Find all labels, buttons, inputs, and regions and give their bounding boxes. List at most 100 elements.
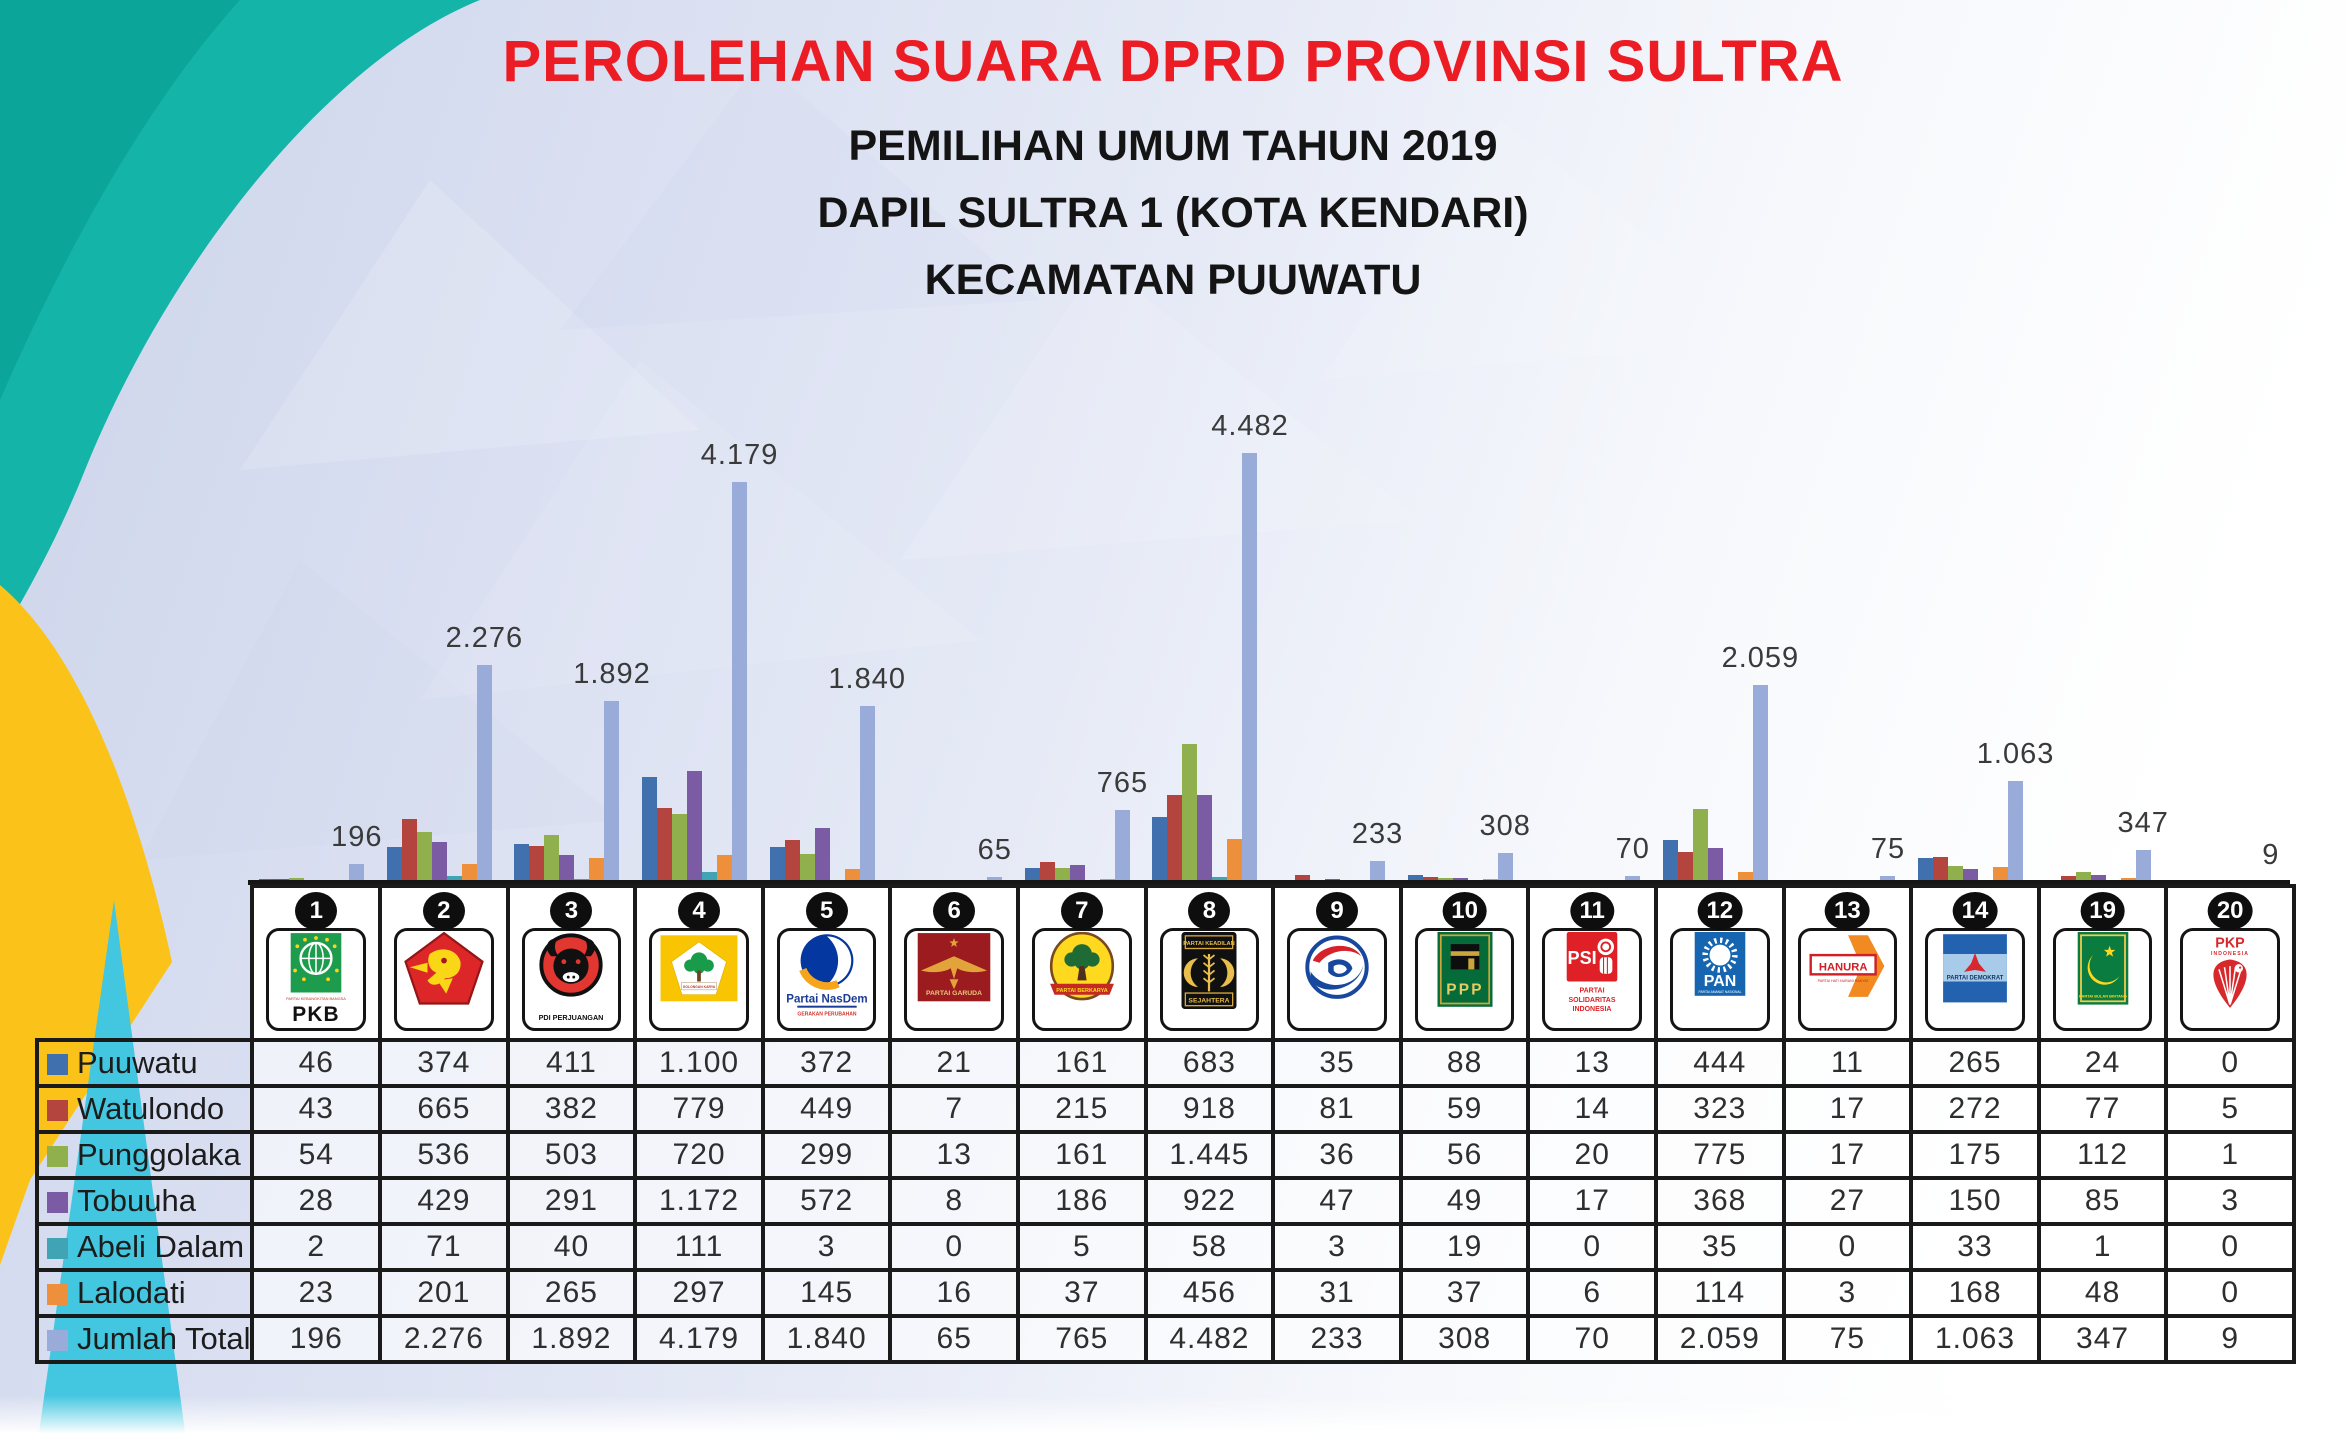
bar-jumlah-total-p11: [1625, 876, 1641, 883]
party-logo-hanura: HANURA PARTAI HATI NURANI RAKYAT: [1797, 928, 1898, 1031]
value-cell: 161: [1016, 1130, 1148, 1180]
value-cell: 35: [1271, 1038, 1403, 1088]
svg-text:PARTAI: PARTAI: [1580, 988, 1605, 995]
party-number-badge: 2: [422, 892, 465, 930]
bar-jumlah-total-p19: [2135, 849, 2151, 883]
party-bar-group-20: 9: [2162, 390, 2290, 883]
value-cell: 3: [760, 1222, 893, 1272]
value-cell: 291: [505, 1176, 638, 1226]
value-cell: 299: [760, 1130, 893, 1180]
value-cell: 17: [1526, 1176, 1658, 1226]
svg-text:PKB: PKB: [293, 1003, 340, 1026]
bar-jumlah-total-p10: [1497, 853, 1513, 883]
bar-punggolaka-p14: [1948, 866, 1964, 883]
value-cell: 37: [1016, 1268, 1148, 1318]
party-logo-golkar: GOLONGAN KARYA: [649, 928, 749, 1031]
bar-lalodati-p12: [1737, 872, 1753, 883]
party-bar-group-2: 2.276: [376, 390, 522, 883]
value-cell: 112: [2036, 1130, 2169, 1180]
bar-puuwatu-p14: [1918, 857, 1934, 883]
value-cell: 35: [1654, 1222, 1786, 1272]
legend-swatch: [47, 1330, 68, 1351]
teal-corner-shade: [0, 0, 240, 400]
value-cell: 0: [1526, 1222, 1658, 1272]
svg-text:INDONESIA: INDONESIA: [2211, 951, 2249, 957]
legend-swatch: [47, 1146, 68, 1167]
value-cell: 1.100: [633, 1038, 765, 1088]
value-cell: 1: [2164, 1130, 2296, 1180]
party-bar-group-8: 4.482: [1141, 390, 1288, 883]
svg-text:GOLONGAN KARYA: GOLONGAN KARYA: [683, 985, 716, 989]
bar-lalodati-p2: [461, 863, 477, 883]
party-bar-group-5: 1.840: [758, 390, 905, 883]
subtitle-election-year: PEMILIHAN UMUM TAHUN 2019: [848, 122, 1498, 170]
value-cell: 456: [1143, 1268, 1276, 1318]
value-cell: 0: [2164, 1268, 2296, 1318]
party-header-perindo: 9: [1271, 884, 1403, 1042]
party-logo-pkb: PARTAI KEBANGKITAN BANGSA PKB: [266, 928, 367, 1031]
value-cell: 47: [1271, 1176, 1403, 1226]
party-logo-perindo: [1287, 928, 1387, 1031]
value-cell: 150: [1909, 1176, 2041, 1226]
total-value-label: 347: [2117, 806, 2169, 839]
bar-jumlah-total-p13: [1880, 875, 1896, 883]
value-cell: 17: [1781, 1084, 1914, 1134]
total-value-label: 65: [977, 833, 1012, 866]
total-value-label: 196: [331, 821, 383, 854]
bar-jumlah-total-p4: [732, 481, 748, 883]
svg-text:GERAKAN PERUBAHAN: GERAKAN PERUBAHAN: [797, 1012, 857, 1018]
bar-jumlah-total-p3: [604, 701, 620, 883]
row-label: Jumlah Total: [77, 1321, 251, 1356]
row-label-cell: Puuwatu: [34, 1038, 255, 1088]
row-label: Punggolaka: [77, 1137, 241, 1172]
table-row-puuwatu: Puuwatu 46 374 411 1.100 372 21 161 683 35 88 13 444…: [34, 1038, 2296, 1088]
value-cell: 779: [633, 1084, 765, 1134]
value-cell: 9: [2164, 1314, 2296, 1364]
value-cell: 683: [1143, 1038, 1276, 1088]
value-cell: 0: [2164, 1222, 2296, 1272]
party-logo-pan: PAN PARTAI AMANAT NASIONAL: [1670, 928, 1770, 1031]
party-bar-group-11: 70: [1524, 390, 1652, 883]
bar-jumlah-total-p12: [1752, 685, 1768, 883]
svg-text:PPP: PPP: [1446, 982, 1483, 999]
party-number-badge: 20: [2207, 892, 2253, 930]
svg-text:PARTAI HATI NURANI RAKYAT: PARTAI HATI NURANI RAKYAT: [1818, 979, 1870, 983]
value-cell: 40: [505, 1222, 638, 1272]
bar-jumlah-total-p9: [1370, 860, 1386, 883]
value-cell: 81: [1271, 1084, 1403, 1134]
table-row-tobuuha: Tobuuha 28 429 291 1.172 572 8 186 922 47 49 17 368 2…: [34, 1176, 2296, 1226]
party-header-pks: 8 PARTAI KEADILAN SEJAHTERA: [1143, 884, 1276, 1042]
value-cell: 372: [760, 1038, 893, 1088]
value-cell: 308: [1398, 1314, 1531, 1364]
party-number-badge: 7: [1060, 892, 1103, 930]
value-cell: 536: [378, 1130, 510, 1180]
value-cell: 71: [378, 1222, 510, 1272]
party-logo-psi: PSI PARTAI SOLIDARITAS INDONESIA: [1542, 928, 1642, 1031]
row-label: Tobuuha: [77, 1183, 196, 1218]
bar-jumlah-total-p8: [1242, 452, 1258, 883]
value-cell: 918: [1143, 1084, 1276, 1134]
svg-text:PARTAI KEBANGKITAN BANGSA: PARTAI KEBANGKITAN BANGSA: [286, 996, 346, 1001]
svg-text:PARTAI KEADILAN: PARTAI KEADILAN: [1184, 941, 1235, 947]
subtitle-dapil: DAPIL SULTRA 1 (KOTA KENDARI): [817, 189, 1529, 237]
party-number-badge: 4: [678, 892, 721, 930]
bar-jumlah-total-p6: [987, 876, 1003, 883]
party-header-pkp: 20 PKP INDONESIA: [2164, 884, 2296, 1042]
bar-watulondo-p9: [1295, 875, 1311, 883]
party-header-pdip: 3 PDI PERJUANGAN: [505, 884, 638, 1042]
value-cell: 186: [1016, 1176, 1148, 1226]
value-cell: 3: [2164, 1176, 2296, 1226]
value-cell: 382: [505, 1084, 638, 1134]
value-cell: 572: [760, 1176, 893, 1226]
bar-punggolaka-p19: [2075, 872, 2091, 883]
value-cell: 4.179: [633, 1314, 765, 1364]
svg-text:PKP: PKP: [2215, 936, 2245, 952]
page-title: PEROLEHAN SUARA DPRD PROVINSI SULTRA: [502, 29, 1844, 94]
bar-tobuuha-p12: [1707, 847, 1723, 883]
party-logo-pbb: PARTAI BULAN BINTANG: [2052, 928, 2153, 1031]
value-cell: 23: [250, 1268, 383, 1318]
svg-text:PARTAI BERKARYA: PARTAI BERKARYA: [1056, 988, 1108, 994]
value-cell: 665: [378, 1084, 510, 1134]
bar-puuwatu-p7: [1024, 867, 1040, 883]
